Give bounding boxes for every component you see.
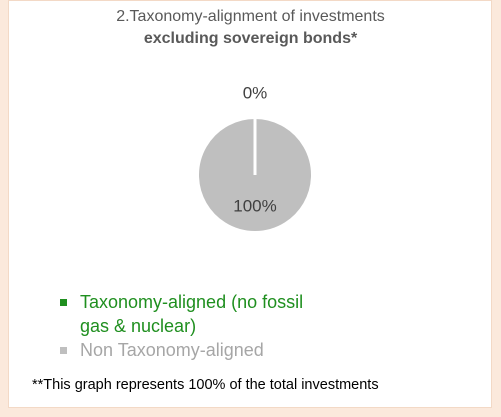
chart-title: 2.Taxonomy-alignment of investments <box>116 8 385 25</box>
legend-label: Taxonomy-aligned (no fossil gas & nuclea… <box>80 292 304 336</box>
data-label: 100% <box>233 196 276 215</box>
legend-item: Taxonomy-aligned (no fossil gas & nuclea… <box>60 290 310 338</box>
chart-subtitle: excluding sovereign bonds* <box>143 30 358 47</box>
legend: Taxonomy-aligned (no fossil gas & nuclea… <box>60 290 310 362</box>
legend-swatch <box>60 347 67 354</box>
legend-label: Non Taxonomy-aligned <box>80 340 264 360</box>
legend-swatch <box>60 299 67 306</box>
data-label: 0% <box>243 83 268 102</box>
footnote: **This graph represents 100% of the tota… <box>32 377 379 393</box>
legend-item: Non Taxonomy-aligned <box>60 338 310 362</box>
